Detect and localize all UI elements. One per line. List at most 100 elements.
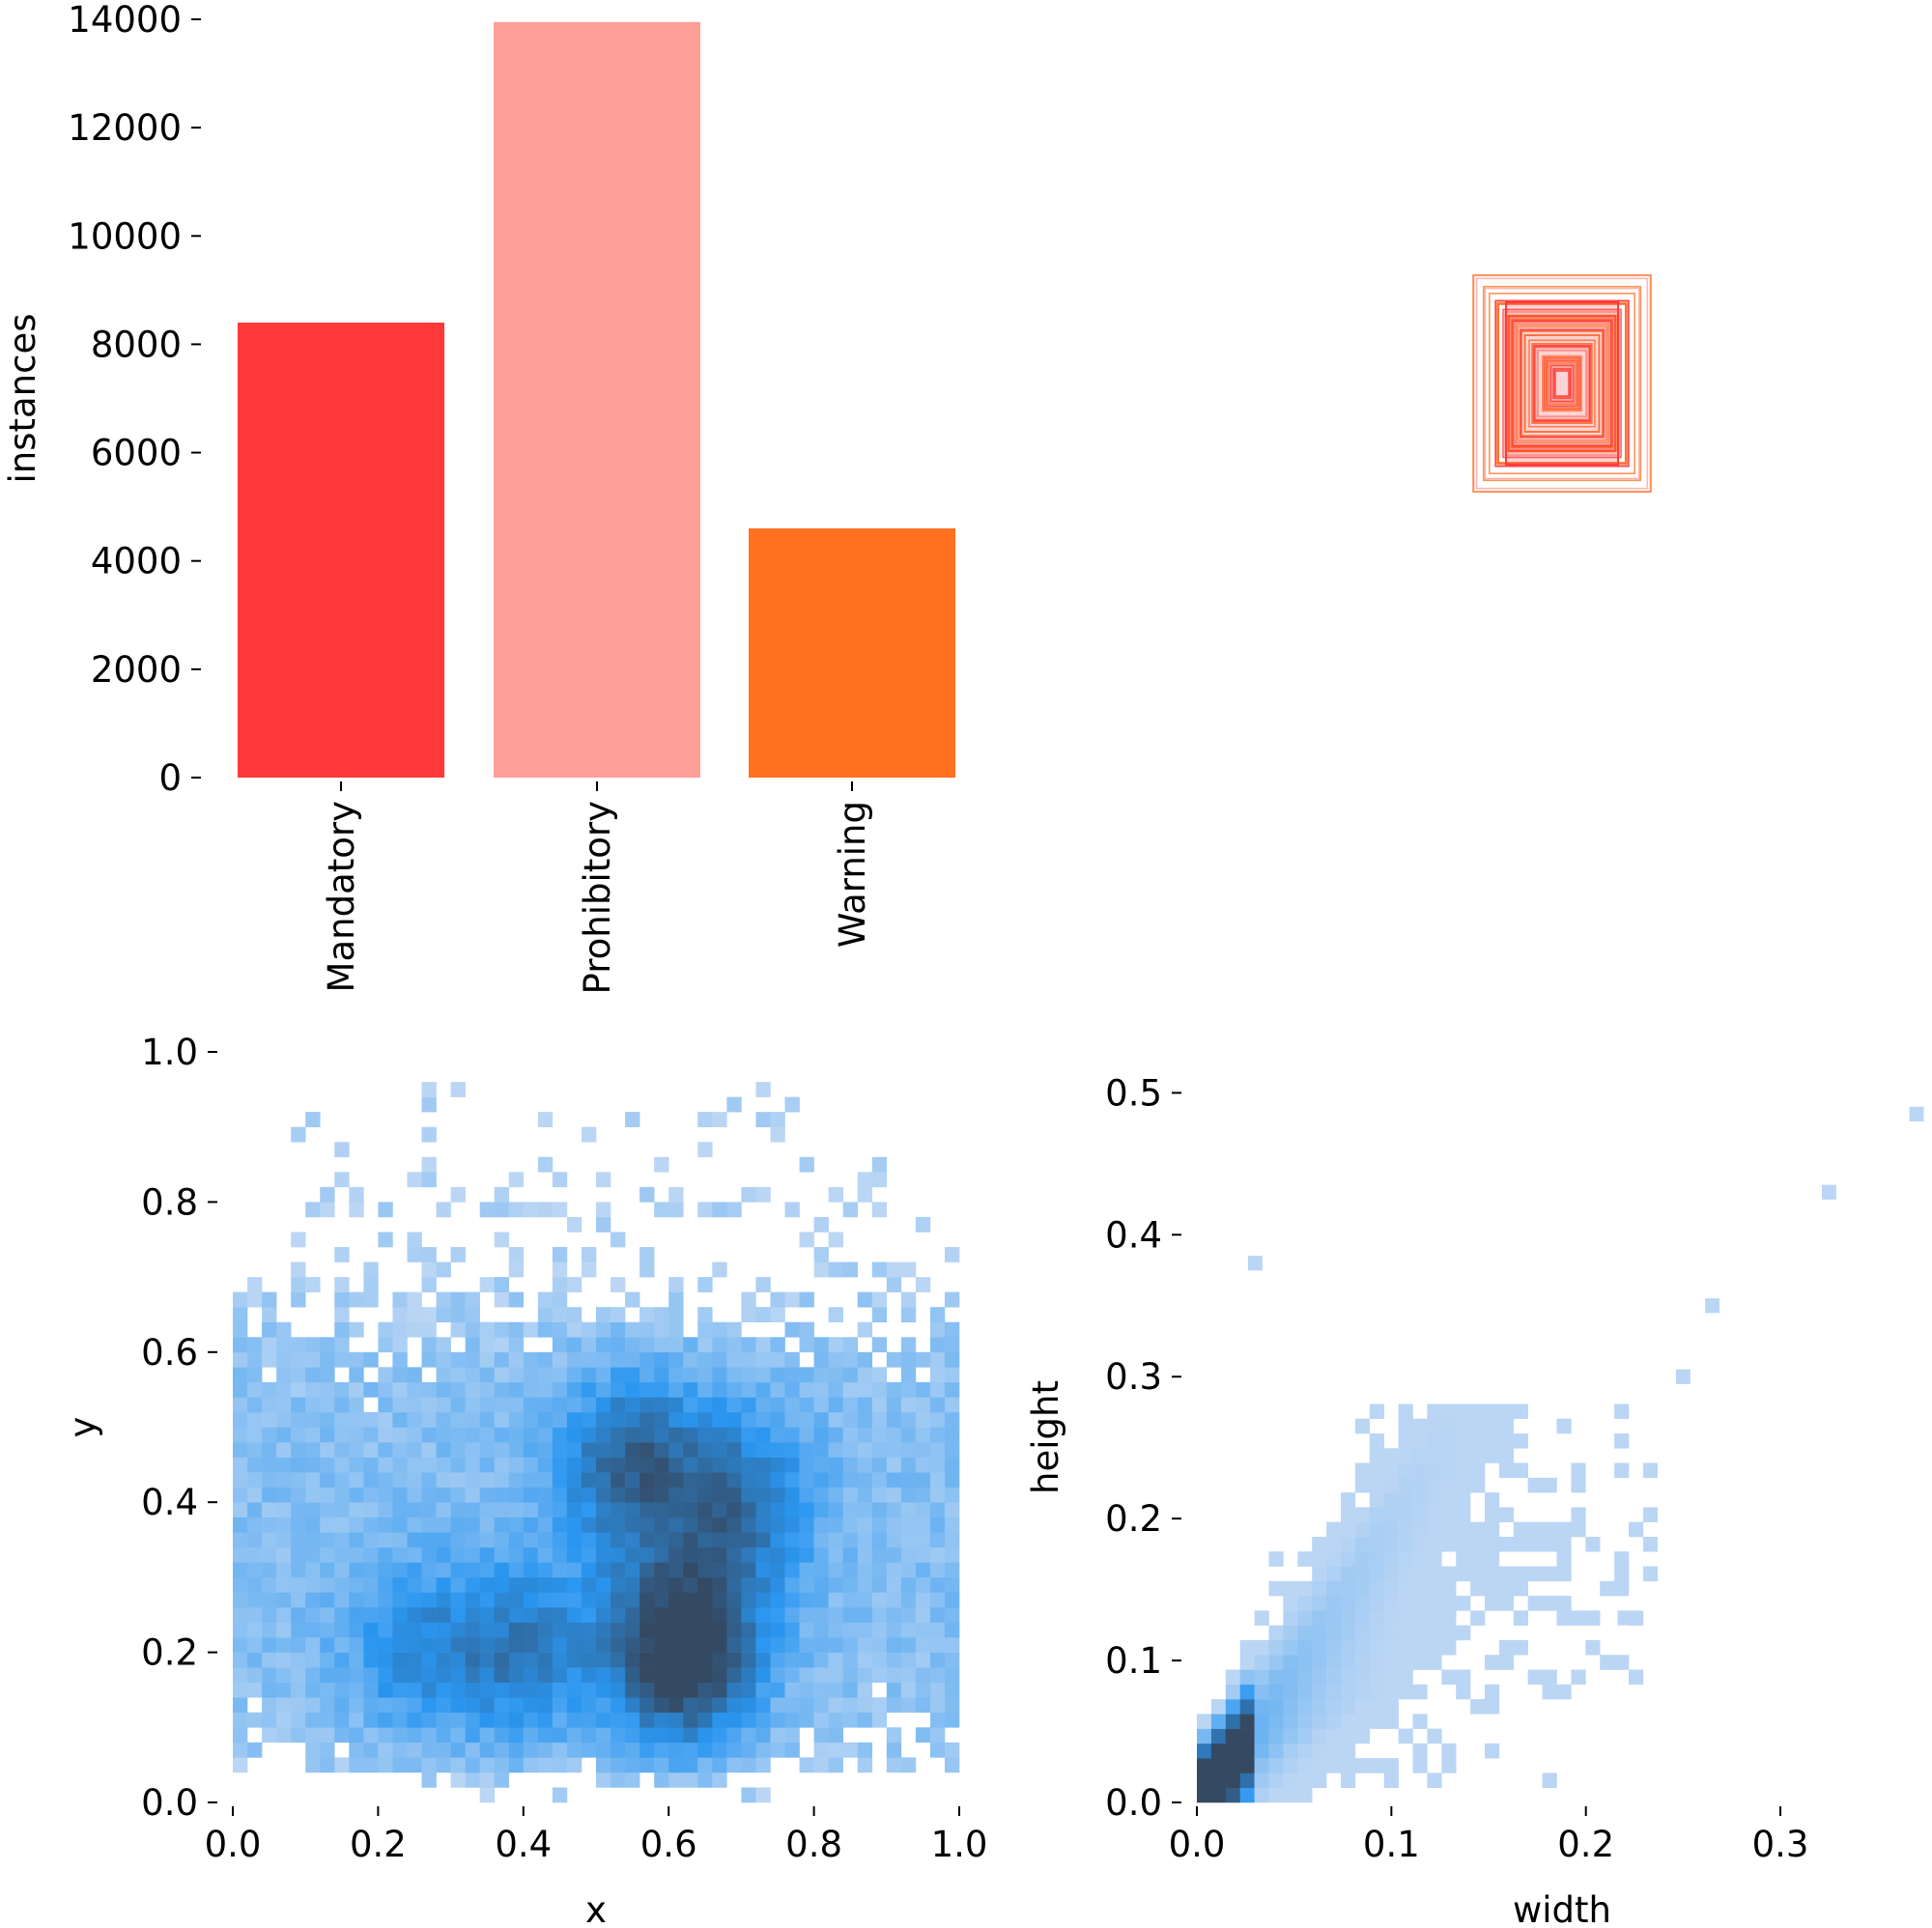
xy-cell xyxy=(494,1487,510,1503)
wh-cell xyxy=(1498,1433,1515,1449)
xy-cell xyxy=(944,1682,960,1698)
xy-cell xyxy=(566,1321,582,1338)
bar-ytick-label: 10000 xyxy=(68,215,182,257)
xy-cell xyxy=(479,1337,496,1353)
xy-cell xyxy=(842,1337,859,1353)
xy-cell xyxy=(523,1502,539,1518)
xy-cell xyxy=(668,1411,684,1428)
xy-cell xyxy=(944,1457,960,1473)
xy-cell xyxy=(537,1532,554,1548)
xy-cell xyxy=(900,1381,917,1398)
wh-cell xyxy=(1427,1580,1442,1597)
xy-cell xyxy=(944,1712,960,1728)
xy-cell xyxy=(407,1291,422,1308)
xy-cell xyxy=(712,1682,727,1698)
wh-cell xyxy=(1354,1536,1371,1552)
xy-cell xyxy=(770,1592,785,1608)
xy-cell xyxy=(596,1727,611,1744)
wh-cell xyxy=(1354,1699,1371,1715)
xy-cell xyxy=(596,1397,611,1413)
xy-cell xyxy=(508,1367,525,1383)
bbox-rect xyxy=(1519,328,1605,439)
xy-cell xyxy=(654,1562,669,1578)
wh-cell xyxy=(1470,1418,1486,1434)
wh-cell xyxy=(1542,1477,1557,1493)
xy-cell xyxy=(363,1427,379,1443)
wh-cell xyxy=(1485,1684,1500,1700)
xy-cell xyxy=(320,1667,335,1683)
wh-cell xyxy=(1614,1433,1630,1449)
xy-cell xyxy=(363,1757,379,1773)
wh-cell xyxy=(1210,1787,1227,1803)
xy-cell xyxy=(436,1291,451,1308)
xy-cell xyxy=(407,1682,422,1698)
xy-cell xyxy=(668,1472,684,1488)
xy-cell xyxy=(770,1652,785,1668)
bbox-rect xyxy=(1475,277,1649,490)
xy-cell xyxy=(944,1472,960,1488)
wh-cell xyxy=(1283,1699,1298,1715)
wh-cell xyxy=(1383,1521,1399,1538)
xy-cell xyxy=(450,1411,466,1428)
wh-cell xyxy=(1485,1507,1500,1522)
wh-cell xyxy=(1354,1477,1371,1493)
bbox-rect xyxy=(1528,339,1596,428)
xy-cell xyxy=(305,1606,321,1623)
xy-cell xyxy=(363,1546,379,1563)
xy-cell xyxy=(799,1472,814,1488)
xy-cell xyxy=(828,1667,843,1683)
xy-cell xyxy=(857,1682,873,1698)
xy-cell xyxy=(799,1337,814,1353)
xy-cell xyxy=(581,1247,597,1262)
xy-xtick-label: 0.6 xyxy=(640,1824,697,1865)
xy-cell xyxy=(799,1232,814,1248)
xy-cell xyxy=(494,1682,510,1698)
xy-cell xyxy=(611,1487,626,1503)
bbox-rect xyxy=(1531,343,1593,424)
xy-cell xyxy=(929,1502,946,1518)
wh-cell xyxy=(1441,1625,1457,1641)
xy-cell xyxy=(697,1351,713,1368)
xy-cell xyxy=(828,1411,843,1428)
xy-cell xyxy=(436,1367,451,1383)
xy-cell xyxy=(247,1562,263,1578)
xy-cell xyxy=(320,1202,335,1218)
xy-cell xyxy=(639,1532,655,1548)
xy-cell xyxy=(712,1697,727,1714)
xy-cell xyxy=(523,1517,539,1533)
xy-cell xyxy=(494,1576,510,1593)
xy-cell xyxy=(726,1562,742,1578)
xy-cell xyxy=(465,1351,480,1368)
xy-cell xyxy=(436,1606,451,1623)
xy-cell xyxy=(508,1442,525,1458)
xy-cell xyxy=(828,1262,843,1278)
xy-cell xyxy=(378,1367,393,1383)
xy-cell xyxy=(537,1546,554,1563)
xy-cell xyxy=(320,1757,335,1773)
wh-cell xyxy=(1283,1772,1298,1789)
wh-cell xyxy=(1427,1639,1442,1656)
xy-cell xyxy=(799,1381,814,1398)
xy-cell xyxy=(697,1712,713,1728)
xy-cell xyxy=(813,1742,829,1758)
wh-cell xyxy=(1470,1521,1486,1538)
xy-cell xyxy=(625,1337,640,1353)
wh-cell xyxy=(1283,1743,1298,1759)
xy-cell xyxy=(479,1487,496,1503)
wh-cell xyxy=(1239,1772,1255,1789)
xy-cell xyxy=(828,1637,843,1653)
xy-cell xyxy=(886,1457,902,1473)
xy-cell xyxy=(305,1277,321,1292)
xy-cell xyxy=(537,1351,554,1368)
xy-cell xyxy=(233,1291,248,1308)
xy-cell xyxy=(596,1487,611,1503)
xy-cell xyxy=(929,1742,946,1758)
xy-cell xyxy=(741,1712,756,1728)
wh-cell xyxy=(1456,1433,1471,1449)
xy-cell xyxy=(233,1667,248,1683)
xy-cell xyxy=(683,1576,698,1593)
bar-ytick-label: 6000 xyxy=(91,433,182,474)
xy-cell xyxy=(755,1457,771,1473)
wh-cell xyxy=(1441,1492,1457,1508)
wh-cell xyxy=(1485,1655,1500,1670)
